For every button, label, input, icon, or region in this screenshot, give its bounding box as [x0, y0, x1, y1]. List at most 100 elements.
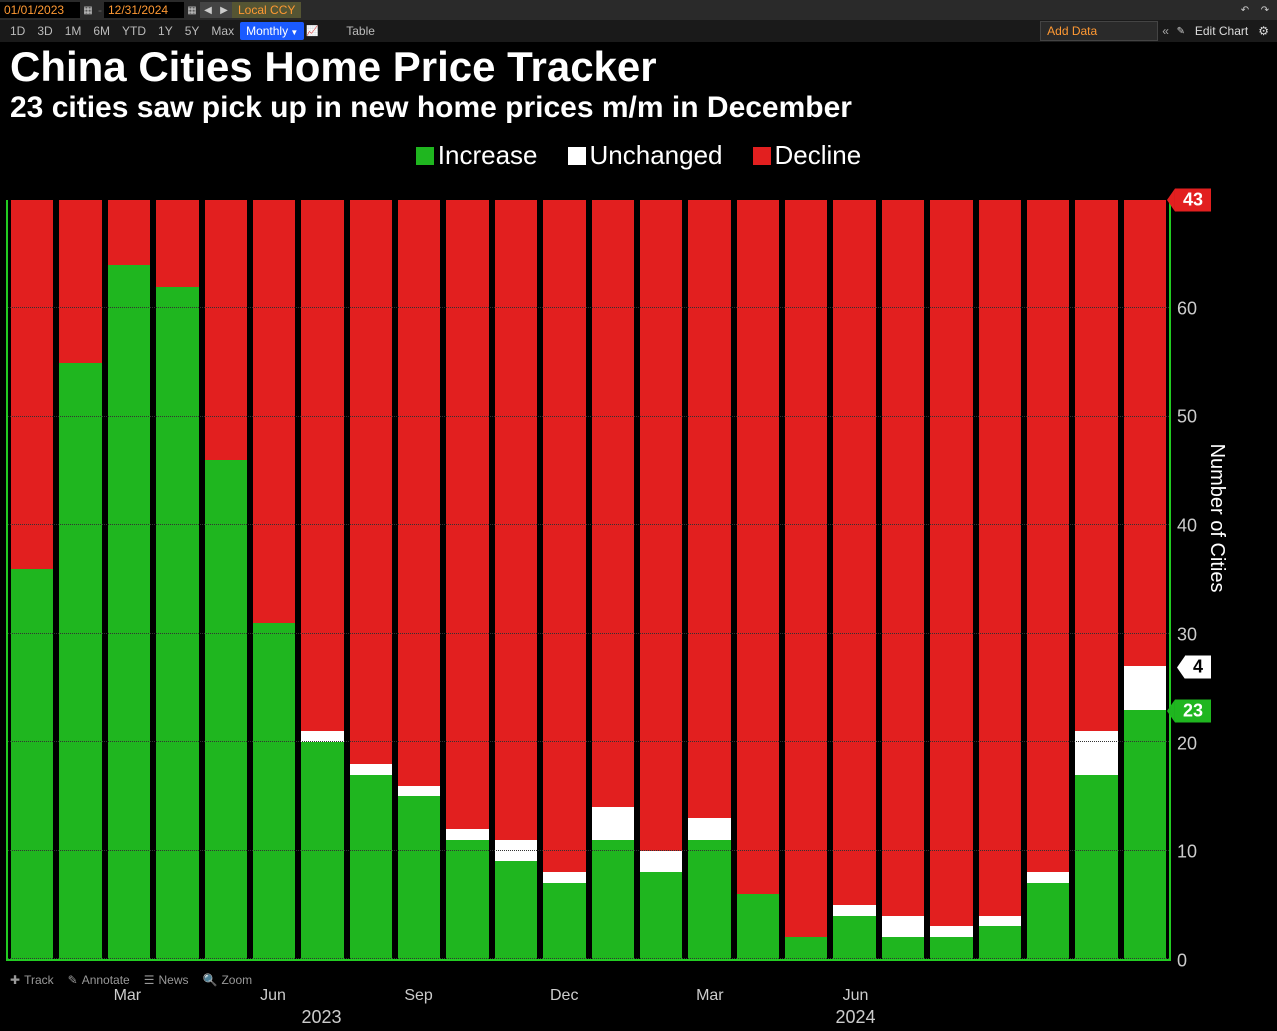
news-button[interactable]: ☰ News [144, 973, 189, 987]
bar-stack [253, 200, 295, 959]
bar-feb-2023[interactable] [56, 200, 104, 959]
range-ytd-button[interactable]: YTD [116, 22, 152, 40]
seg-decline [495, 200, 537, 840]
date-from-input[interactable] [0, 2, 80, 18]
annotate-button[interactable]: ✎ Annotate [68, 973, 130, 987]
date-separator: - [96, 3, 104, 17]
bar-stack [59, 200, 101, 959]
next-icon[interactable]: ▶ [216, 2, 232, 18]
bar-stack [1124, 200, 1166, 959]
bar-oct-2024[interactable] [1024, 200, 1072, 959]
redo-icon[interactable]: ↷ [1257, 2, 1273, 18]
seg-unchanged [592, 807, 634, 840]
bar-mar-2023[interactable] [105, 200, 153, 959]
bar-jun-2024[interactable] [830, 200, 878, 959]
bar-aug-2023[interactable] [347, 200, 395, 959]
bar-stack [640, 200, 682, 959]
bar-stack [688, 200, 730, 959]
track-button[interactable]: ✚ Track [10, 973, 54, 987]
bar-may-2024[interactable] [782, 200, 830, 959]
bar-nov-2023[interactable] [492, 200, 540, 959]
local-ccy-button[interactable]: Local CCY [232, 2, 301, 18]
seg-decline [1075, 200, 1117, 731]
seg-increase [882, 937, 924, 959]
seg-decline [301, 200, 343, 731]
bar-apr-2023[interactable] [153, 200, 201, 959]
x-month-tick: Dec [550, 987, 578, 1005]
x-month-tick: Jun [260, 987, 286, 1005]
frequency-dropdown[interactable]: Monthly [240, 22, 304, 40]
bar-jan-2023[interactable] [8, 200, 56, 959]
range-6m-button[interactable]: 6M [87, 22, 116, 40]
seg-unchanged [930, 926, 972, 937]
date-to-input[interactable] [104, 2, 184, 18]
seg-decline [1124, 200, 1166, 666]
bar-mar-2024[interactable] [685, 200, 733, 959]
seg-decline [737, 200, 779, 894]
table-view-button[interactable]: Table [340, 22, 381, 40]
range-max-button[interactable]: Max [205, 22, 240, 40]
plot-area[interactable] [6, 200, 1171, 961]
seg-decline [350, 200, 392, 764]
bar-stack [930, 200, 972, 959]
y-tick: 40 [1177, 516, 1197, 537]
bar-may-2023[interactable] [202, 200, 250, 959]
edit-chart-button[interactable]: Edit Chart [1189, 22, 1254, 40]
x-month-tick: Mar [696, 987, 724, 1005]
pencil-icon[interactable]: ✎ [1173, 23, 1189, 39]
seg-decline [833, 200, 875, 905]
gear-icon[interactable]: ⚙ [1254, 22, 1273, 40]
bar-apr-2024[interactable] [734, 200, 782, 959]
range-1y-button[interactable]: 1Y [152, 22, 179, 40]
seg-increase [205, 460, 247, 959]
calendar-icon[interactable]: ▦ [80, 2, 96, 18]
seg-increase [785, 937, 827, 959]
bar-jul-2024[interactable] [879, 200, 927, 959]
x-month-tick: Sep [404, 987, 432, 1005]
news-label: News [159, 973, 189, 987]
bar-dec-2024[interactable] [1121, 200, 1169, 959]
calendar-icon[interactable]: ▦ [184, 2, 200, 18]
seg-increase [446, 840, 488, 959]
bar-aug-2024[interactable] [927, 200, 975, 959]
bar-stack [979, 200, 1021, 959]
add-data-input[interactable]: Add Data [1040, 21, 1158, 41]
seg-decline [253, 200, 295, 623]
bar-stack [1075, 200, 1117, 959]
bar-jan-2024[interactable] [589, 200, 637, 959]
zoom-button[interactable]: 🔍 Zoom [203, 973, 253, 987]
bar-feb-2024[interactable] [637, 200, 685, 959]
undo-icon[interactable]: ↶ [1237, 2, 1253, 18]
range-1m-button[interactable]: 1M [59, 22, 88, 40]
seg-decline [11, 200, 53, 569]
range-5y-button[interactable]: 5Y [179, 22, 206, 40]
seg-increase [11, 569, 53, 959]
range-3d-button[interactable]: 3D [31, 22, 58, 40]
bar-dec-2023[interactable] [540, 200, 588, 959]
seg-increase [688, 840, 730, 959]
bar-jul-2023[interactable] [298, 200, 346, 959]
bar-sep-2023[interactable] [395, 200, 443, 959]
y-axis-label: Number of Cities [1205, 443, 1228, 592]
range-1d-button[interactable]: 1D [4, 22, 31, 40]
seg-increase [833, 916, 875, 959]
chart-type-icon[interactable]: 📈 [304, 23, 320, 39]
seg-increase [737, 894, 779, 959]
y-axis: Number of Cities 010203040506043423 [1171, 200, 1271, 961]
seg-increase [108, 265, 150, 959]
seg-increase [350, 775, 392, 959]
prev-icon[interactable]: ◀ [200, 2, 216, 18]
bar-sep-2024[interactable] [976, 200, 1024, 959]
bar-oct-2023[interactable] [443, 200, 491, 959]
seg-unchanged [1075, 731, 1117, 774]
bar-nov-2024[interactable] [1072, 200, 1120, 959]
seg-unchanged [688, 818, 730, 840]
bar-jun-2023[interactable] [250, 200, 298, 959]
chart-area: Number of Cities 010203040506043423 [6, 160, 1271, 961]
x-year-label: 2023 [301, 1007, 341, 1028]
seg-increase [1075, 775, 1117, 959]
collapse-icon[interactable]: « [1158, 24, 1173, 38]
y-tick: 0 [1177, 951, 1187, 972]
gridline [8, 307, 1169, 308]
seg-decline [446, 200, 488, 829]
